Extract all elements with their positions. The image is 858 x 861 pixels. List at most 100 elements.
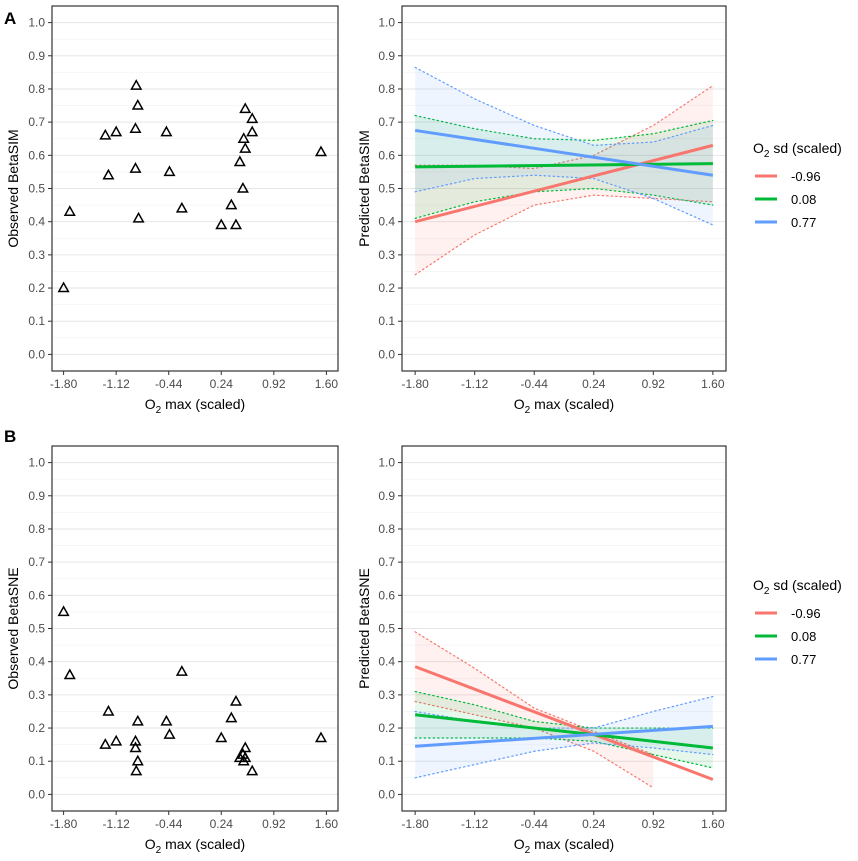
- data-point: [239, 102, 252, 114]
- data-point: [110, 734, 123, 746]
- y-tick-label: 0.6: [28, 588, 45, 602]
- series-line-0.77: [414, 128, 714, 177]
- legend-title: O2 sd (scaled): [753, 140, 842, 160]
- x-tick-label: -1.80: [401, 817, 429, 831]
- y-tick-label: 0.8: [28, 522, 45, 536]
- data-point: [129, 734, 142, 746]
- data-point: [63, 205, 76, 216]
- data-point: [215, 731, 228, 743]
- data-point: [239, 751, 252, 763]
- data-point: [131, 714, 144, 726]
- ci-upper-0.77: [414, 66, 714, 146]
- data-point: [246, 764, 259, 776]
- y-tick-label: 0.1: [378, 754, 395, 768]
- y-tick-label: 1.0: [28, 16, 45, 30]
- data-point: [239, 142, 252, 153]
- panel-border: [401, 5, 727, 372]
- panel-border: [51, 5, 339, 372]
- ci-lower--0.96: [414, 194, 714, 276]
- y-tick-label: 0.3: [378, 248, 395, 262]
- data-point: [63, 668, 76, 680]
- panel-B-predicted: 0.0 0.1 0.2 0.3 0.4 0.5 0.6 0.7 0.8 0.9 1.0 -1.80 -1…: [356, 445, 727, 856]
- data-point: [246, 125, 259, 137]
- y-tick-label: 0.6: [28, 148, 45, 162]
- y-tick-label: 0.7: [378, 555, 395, 569]
- y-tick-label: 0.2: [28, 281, 45, 295]
- data-point: [57, 281, 70, 293]
- data-point: [129, 162, 142, 173]
- data-point: [102, 168, 115, 180]
- y-tick-label: 0.5: [378, 622, 395, 636]
- y-tick-label: 0.2: [378, 721, 395, 735]
- data-point: [57, 605, 70, 617]
- y-tick-label: 0.4: [378, 215, 395, 229]
- legend-label: 0.08: [791, 192, 816, 207]
- y-tick-label: 0.2: [378, 281, 395, 295]
- y-tick-label: 0.8: [378, 522, 395, 536]
- x-tick-label: 0.24: [210, 377, 234, 391]
- y-tick-label: 0.5: [378, 182, 395, 196]
- y-tick-label: 0.1: [378, 314, 395, 328]
- data-point: [130, 79, 143, 90]
- series-line-0.08: [415, 162, 713, 169]
- legend-label: 0.77: [791, 652, 816, 667]
- series-line-0.08: [414, 713, 714, 750]
- y-tick-label: 0.0: [28, 347, 45, 361]
- y-tick-label: 0.8: [28, 82, 45, 96]
- x-axis-title: O2 max (scaled): [514, 396, 614, 416]
- series-line--0.96: [414, 665, 714, 781]
- data-point: [314, 145, 328, 157]
- y-tick-label: 0.4: [378, 655, 395, 669]
- y-tick-label: 0.5: [28, 182, 45, 196]
- x-tick-label: 1.60: [315, 817, 339, 831]
- y-axis-title: Observed BetaSIM: [5, 129, 21, 247]
- ci-ribbon--0.96: [415, 631, 654, 788]
- x-tick-label: -1.12: [102, 377, 130, 391]
- data-point: [131, 99, 144, 110]
- data-point: [229, 218, 242, 230]
- y-tick-label: 1.0: [378, 16, 395, 30]
- x-tick-label: 0.92: [642, 817, 666, 831]
- series-group: [414, 631, 714, 789]
- data-point: [131, 754, 144, 766]
- data-point: [175, 665, 188, 676]
- y-tick-label: 0.1: [28, 314, 45, 328]
- data-point: [215, 218, 228, 230]
- y-tick-label: 0.1: [28, 754, 45, 768]
- data-point: [99, 128, 112, 140]
- data-point: [160, 125, 173, 137]
- data-point: [102, 704, 115, 716]
- ci-upper--0.96: [414, 631, 654, 756]
- data-point: [129, 122, 142, 134]
- panel-B-observed: 0.0 0.1 0.2 0.3 0.4 0.5 0.6 0.7 0.8 0.9 1.0 -1.80 -1…: [4, 427, 339, 856]
- data-point: [132, 211, 145, 223]
- x-tick-label: 0.24: [582, 377, 606, 391]
- x-tick-label: 0.92: [262, 817, 286, 831]
- data-point: [160, 714, 173, 726]
- y-tick-label: 0.9: [28, 489, 45, 503]
- data-point: [225, 198, 238, 210]
- x-tick-label: 1.60: [701, 377, 725, 391]
- y-tick-label: 0.8: [378, 82, 395, 96]
- y-tick-label: 0.3: [28, 248, 45, 262]
- data-point: [225, 711, 238, 723]
- x-axis-title: O2 max (scaled): [514, 836, 614, 856]
- legend-label: -0.96: [791, 169, 821, 184]
- y-tick-label: 0.4: [28, 215, 45, 229]
- y-tick-label: 0.7: [28, 115, 45, 129]
- x-tick-label: -1.80: [50, 817, 78, 831]
- y-tick-label: 0.5: [28, 622, 45, 636]
- data-point: [163, 728, 176, 739]
- x-tick-label: -1.12: [461, 817, 489, 831]
- y-tick-label: 0.7: [378, 115, 395, 129]
- data-point: [314, 731, 328, 743]
- y-tick-label: 0.6: [378, 148, 395, 162]
- y-tick-label: 0.4: [28, 655, 45, 669]
- y-tick-label: 0.9: [378, 489, 395, 503]
- ci-lower-0.08: [414, 737, 714, 769]
- data-point: [229, 694, 242, 706]
- legend-label: 0.77: [791, 215, 816, 230]
- x-tick-label: -1.80: [50, 377, 78, 391]
- x-tick-label: 1.60: [315, 377, 339, 391]
- x-tick-label: 0.24: [582, 817, 606, 831]
